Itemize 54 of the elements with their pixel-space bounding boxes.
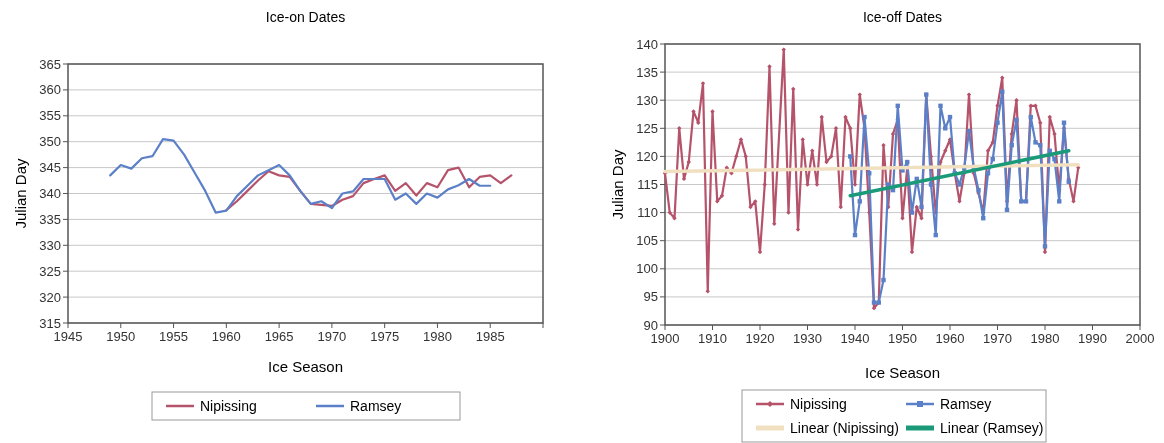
- y-tick-label: 115: [637, 177, 658, 193]
- y-tick-label: 95: [643, 289, 658, 305]
- chart-title: Ice-off Dates: [862, 9, 943, 25]
- x-tick-label: 1970: [317, 329, 347, 344]
- y-tick-label: 100: [636, 261, 658, 277]
- x-axis-title: Ice Season: [267, 358, 344, 375]
- chart-title: Ice-on Dates: [265, 9, 346, 25]
- x-tick-label: 1950: [888, 331, 917, 346]
- y-tick-label: 340: [39, 186, 61, 202]
- y-tick-label: 120: [636, 148, 658, 164]
- y-tick-label: 365: [39, 56, 61, 72]
- x-tick-label: 1900: [650, 331, 680, 346]
- x-tick-label: 1980: [422, 329, 452, 344]
- y-axis-title: Julian Day: [609, 148, 626, 220]
- x-tick-label: 1920: [745, 331, 775, 346]
- legend-label: Nipissing: [200, 397, 257, 414]
- x-tick-label: 1990: [1078, 331, 1107, 346]
- y-tick-label: 125: [636, 120, 658, 136]
- x-tick-label: 1970: [983, 331, 1012, 346]
- legend-label: Linear (Nipissing): [790, 419, 899, 436]
- y-axis-title: Julian Day: [12, 157, 29, 229]
- y-tick-label: 360: [39, 82, 61, 98]
- y-tick-label: 335: [39, 211, 61, 227]
- x-tick-label: 1960: [935, 331, 965, 346]
- y-tick-label: 110: [637, 205, 658, 221]
- legend-label: Nipissing: [790, 395, 847, 412]
- legend-label: Ramsey: [350, 397, 402, 414]
- x-tick-label: 2000: [1125, 331, 1155, 346]
- y-tick-label: 355: [39, 108, 61, 124]
- x-tick-label: 1945: [53, 329, 83, 344]
- legend-label: Ramsey: [940, 395, 992, 412]
- y-tick-label: 135: [636, 64, 658, 80]
- x-tick-label: 1930: [793, 331, 822, 346]
- x-tick-label: 1985: [475, 329, 505, 344]
- x-tick-label: 1950: [106, 329, 136, 344]
- y-tick-label: 350: [39, 134, 61, 150]
- y-tick-label: 105: [636, 233, 658, 249]
- legend-label: Linear (Ramsey): [940, 419, 1044, 436]
- x-tick-label: 1910: [698, 331, 727, 346]
- x-tick-label: 1940: [840, 331, 870, 346]
- y-tick-label: 130: [636, 92, 658, 108]
- x-tick-label: 1975: [370, 329, 400, 344]
- y-tick-label: 320: [39, 289, 61, 305]
- y-tick-label: 315: [39, 315, 61, 331]
- y-tick-label: 330: [39, 237, 61, 253]
- y-tick-label: 325: [39, 263, 61, 279]
- x-tick-label: 1965: [264, 329, 294, 344]
- y-tick-label: 140: [636, 36, 658, 52]
- x-tick-label: 1960: [211, 329, 241, 344]
- y-tick-label: 90: [643, 317, 658, 333]
- y-tick-label: 345: [39, 160, 61, 176]
- x-tick-label: 1955: [159, 329, 189, 344]
- x-tick-label: 1980: [1030, 331, 1060, 346]
- x-axis-title: Ice Season: [864, 364, 941, 381]
